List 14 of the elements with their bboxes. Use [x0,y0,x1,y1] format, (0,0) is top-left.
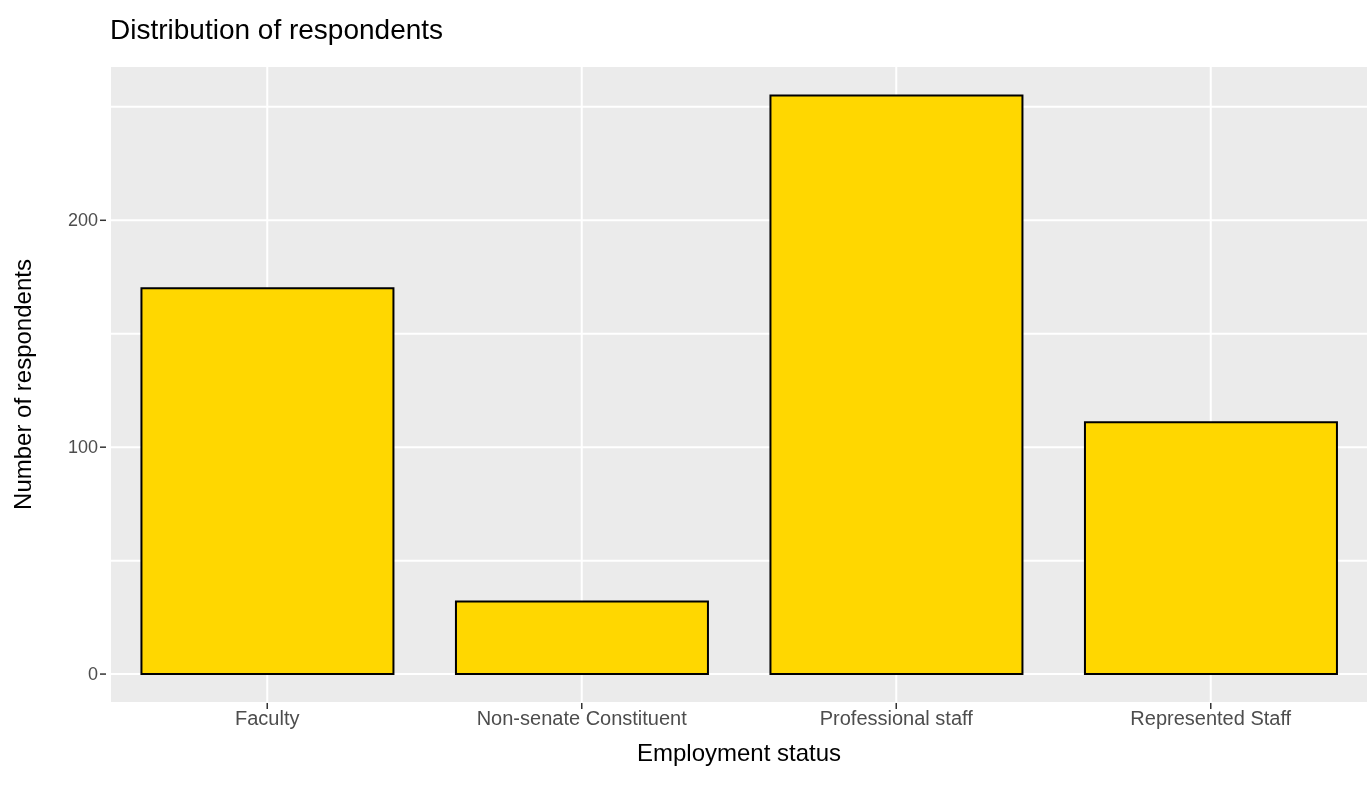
bar [769,94,1024,676]
x-tick-label: Professional staff [819,707,974,730]
x-tick-label: Non-senate Constituent [476,707,688,730]
bar [140,287,395,676]
x-axis-title: Employment status [636,739,842,766]
bar [454,600,709,676]
x-tick-label: Faculty [235,707,300,730]
x-tick-label: Represented Staff [1130,707,1292,730]
y-tick-label: 100 [67,437,98,458]
chart-title: Distribution of respondents [110,13,445,47]
y-axis-title: Number of respondents [8,259,36,510]
bar [1083,421,1338,676]
y-tick-label: 0 [87,664,98,685]
y-tick-label: 200 [67,210,98,231]
